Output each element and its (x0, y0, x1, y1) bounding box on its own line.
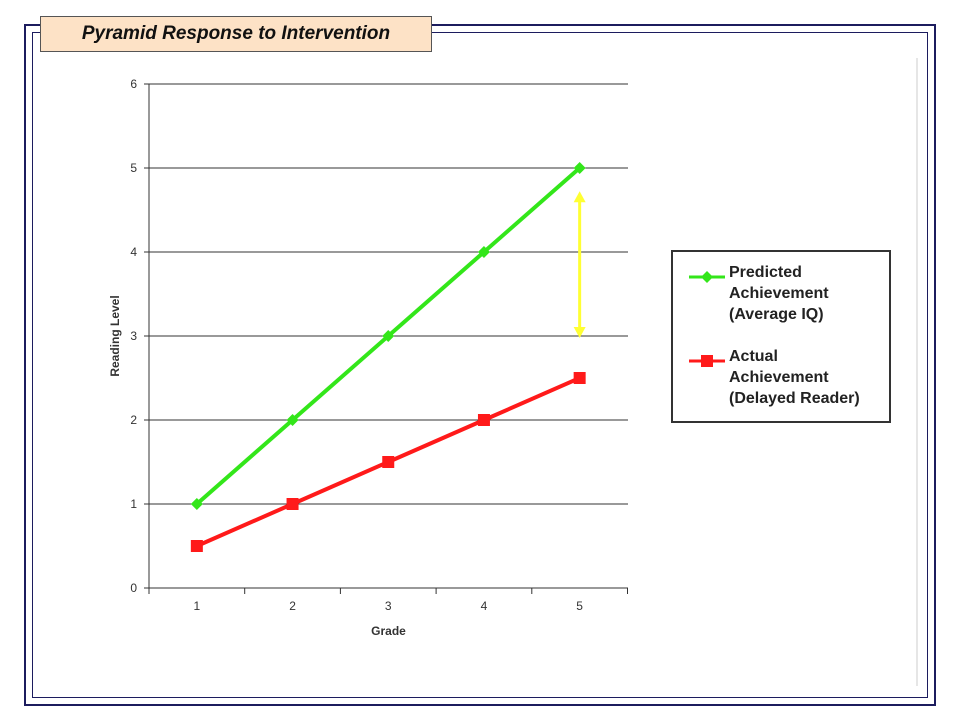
series (190, 162, 586, 552)
data-point (190, 498, 203, 510)
x-tick-label: 4 (481, 599, 488, 613)
legend-label-actual: Actual Achievement (Delayed Reader) (729, 348, 860, 407)
annotations (573, 191, 586, 338)
series-predicted (190, 162, 586, 510)
x-tick-labels: 1 2 3 4 5 (194, 599, 584, 613)
data-point (382, 330, 395, 342)
x-axis-title: Grade (371, 624, 406, 638)
x-tick-label: 5 (576, 599, 583, 613)
slide-title: Pyramid Response to Intervention (40, 16, 432, 52)
data-point (382, 456, 395, 468)
gap-arrow (573, 191, 586, 338)
series-actual (190, 372, 586, 552)
y-tick-labels: 0 1 2 3 4 5 6 (130, 77, 137, 595)
legend-label-predicted: Predicted Achievement (Average IQ) (729, 264, 829, 323)
data-point (477, 414, 490, 426)
gap-arrow-head-down (573, 327, 586, 338)
chart-legend: Predicted Achievement (Average IQ) Actua… (671, 250, 891, 423)
red-square-icon (689, 355, 725, 367)
y-tick-label: 1 (130, 497, 137, 511)
green-diamond-icon (689, 271, 725, 283)
y-tick-label: 0 (130, 581, 137, 595)
y-tick-label: 3 (130, 329, 137, 343)
x-tick-label: 3 (385, 599, 392, 613)
chart-panel-edge (916, 58, 918, 686)
data-point (286, 414, 299, 426)
y-tick-label: 6 (130, 77, 137, 91)
slide-inner-frame (32, 32, 928, 698)
x-tick-label: 1 (194, 599, 201, 613)
y-tick-label: 4 (130, 245, 137, 259)
y-tick-label: 2 (130, 413, 137, 427)
slide-outer-frame (24, 24, 936, 706)
x-tick-label: 2 (289, 599, 296, 613)
data-point (286, 498, 299, 510)
data-point (573, 162, 586, 174)
gridlines (149, 83, 628, 505)
axes (144, 83, 628, 594)
data-point (190, 540, 203, 552)
gap-arrow-head-up (573, 191, 586, 203)
y-tick-label: 5 (130, 161, 137, 175)
data-point (573, 372, 586, 384)
data-point (477, 246, 490, 258)
y-axis-title: Reading Level (108, 295, 122, 376)
